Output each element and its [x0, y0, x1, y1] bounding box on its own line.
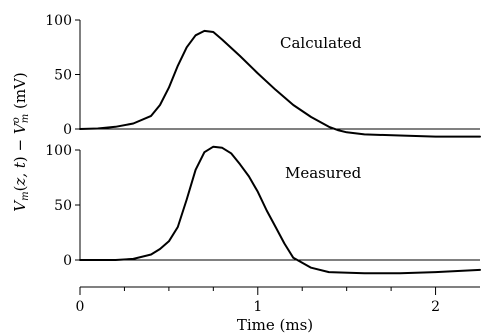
panel-measured: 0 50 100 Measured: [45, 143, 481, 275]
y-tick-label: 0: [63, 122, 72, 138]
y-tick-label: 50: [54, 68, 72, 84]
x-ticks: 0 1 2: [76, 287, 440, 315]
y-tick-label: 100: [45, 13, 72, 29]
x-tick-label: 1: [253, 299, 262, 315]
annotation-measured: Measured: [285, 164, 362, 182]
y-tick-label: 0: [63, 253, 72, 269]
annotation-calculated: Calculated: [280, 34, 362, 52]
x-tick-label: 0: [76, 299, 85, 315]
series-line-measured: [79, 145, 481, 275]
y-ticks-bottom: 0 50 100: [45, 143, 80, 269]
panel-calculated: 0 50 100 Calculated: [45, 13, 481, 138]
x-tick-label: 2: [431, 299, 440, 315]
x-axis-label: Time (ms): [237, 316, 313, 334]
series-line-calculated: [79, 29, 481, 138]
y-ticks-top: 0 50 100: [45, 13, 80, 138]
y-tick-label: 100: [45, 143, 72, 159]
x-axis: 0 1 2 Time (ms): [76, 286, 480, 334]
y-tick-label: 50: [54, 198, 72, 214]
y-axis-label: Vm(z, t) − Vom (mV): [11, 72, 31, 212]
